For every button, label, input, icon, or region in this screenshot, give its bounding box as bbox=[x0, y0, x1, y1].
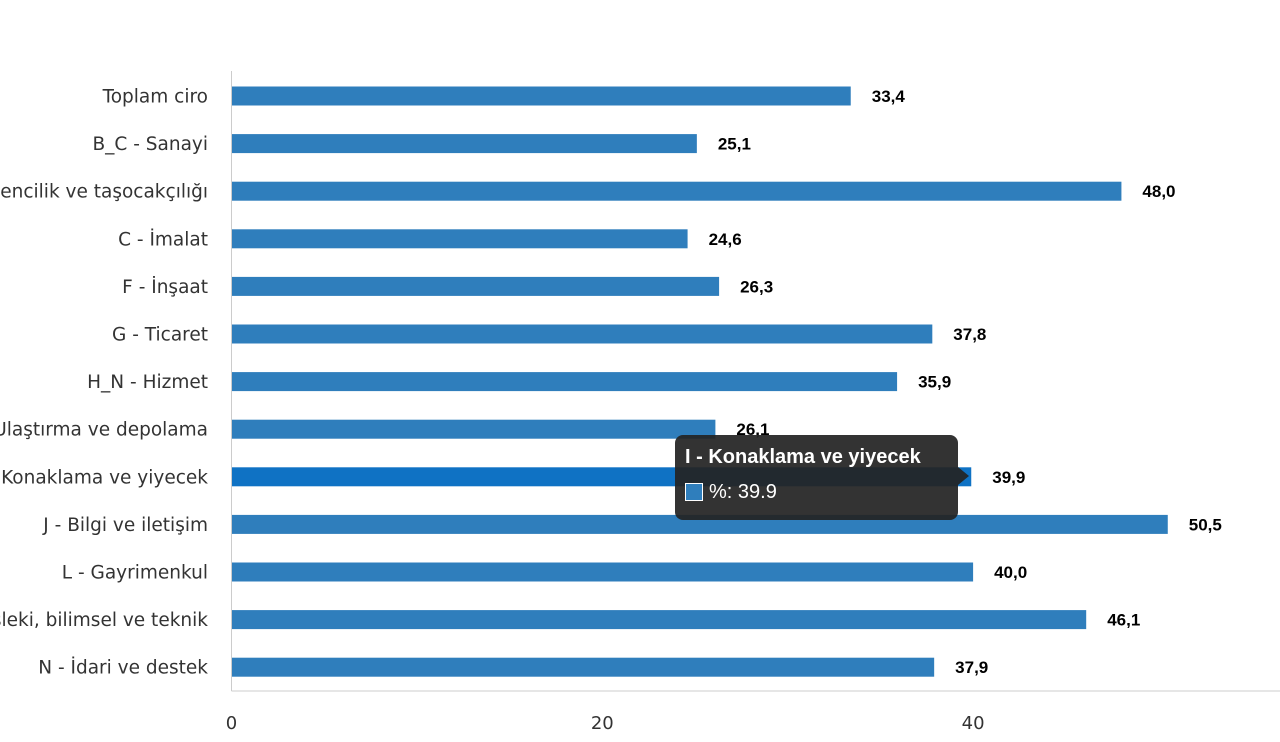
bar[interactable] bbox=[231, 610, 1087, 630]
data-label: 40,0 bbox=[994, 563, 1027, 582]
category-labels: Toplam ciro B_C - Sanayi B - Madencilik ve… bbox=[0, 87, 208, 679]
data-label: 35,9 bbox=[918, 373, 951, 392]
data-label: 26,3 bbox=[740, 277, 773, 296]
category-label: Toplam ciro bbox=[102, 87, 208, 108]
x-tick-label: 40 bbox=[962, 713, 985, 734]
x-axis: 0 20 40 bbox=[226, 71, 1280, 734]
bar[interactable] bbox=[231, 657, 935, 677]
category-label: B - Madencilik ve taşocakçılığı bbox=[0, 182, 208, 203]
category-label: N - İdari ve destek bbox=[38, 658, 208, 679]
bar[interactable] bbox=[231, 134, 697, 154]
category-label: G - Ticaret bbox=[112, 325, 208, 346]
category-label: J - Bilgi ve iletişim bbox=[42, 515, 208, 536]
data-label: 33,4 bbox=[872, 87, 906, 106]
value-labels: 33,4 25,1 48,0 24,6 26,3 37,8 35,9 26,1 39,9 50,5… bbox=[709, 87, 1222, 677]
data-label: 37,9 bbox=[955, 658, 988, 677]
category-label: M - Mesleki, bilimsel ve teknik bbox=[0, 610, 208, 631]
data-label: 39,9 bbox=[992, 468, 1025, 487]
data-label: 24,6 bbox=[709, 230, 742, 249]
category-label: H - Ulaştırma ve depolama bbox=[0, 420, 208, 441]
category-label: L - Gayrimenkul bbox=[62, 563, 208, 584]
tooltip-row: %: 39.9 bbox=[685, 480, 948, 504]
tooltip-series-value: %: 39.9 bbox=[709, 481, 777, 503]
bar[interactable] bbox=[231, 324, 933, 344]
data-label: 46,1 bbox=[1107, 611, 1140, 630]
bar[interactable] bbox=[231, 86, 851, 106]
category-label: I - Konaklama ve yiyecek bbox=[0, 467, 208, 488]
x-tick-label: 20 bbox=[591, 713, 614, 734]
category-label: F - İnşaat bbox=[122, 277, 208, 298]
tooltip-title: I - Konaklama ve yiyecek bbox=[685, 446, 921, 468]
bar[interactable] bbox=[231, 229, 688, 249]
data-label: 48,0 bbox=[1142, 182, 1175, 201]
data-label: 50,5 bbox=[1189, 515, 1222, 534]
category-label: H_N - Hizmet bbox=[87, 372, 208, 393]
tooltip-series-swatch bbox=[685, 483, 703, 501]
bar[interactable] bbox=[231, 419, 716, 439]
bar[interactable] bbox=[231, 562, 974, 582]
data-label: 26,1 bbox=[736, 420, 769, 439]
data-label: 37,8 bbox=[953, 325, 986, 344]
category-label: B_C - Sanayi bbox=[92, 134, 208, 155]
data-label: 25,1 bbox=[718, 135, 751, 154]
x-tick-label: 0 bbox=[226, 713, 237, 734]
category-label: C - İmalat bbox=[118, 229, 208, 250]
bar[interactable] bbox=[231, 276, 720, 296]
chart-tooltip: I - Konaklama ve yiyecek %: 39.9 bbox=[675, 435, 969, 520]
bar[interactable] bbox=[231, 372, 898, 392]
bar[interactable] bbox=[231, 181, 1122, 201]
bars-layer bbox=[231, 86, 1168, 677]
